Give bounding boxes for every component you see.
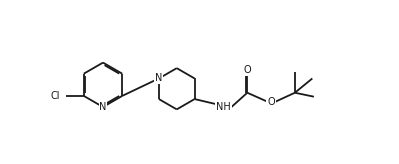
Text: O: O xyxy=(243,65,251,75)
Text: NH: NH xyxy=(216,102,231,112)
Text: N: N xyxy=(99,102,107,112)
Text: N: N xyxy=(155,73,162,83)
Text: O: O xyxy=(267,97,275,107)
Text: Cl: Cl xyxy=(51,91,60,101)
